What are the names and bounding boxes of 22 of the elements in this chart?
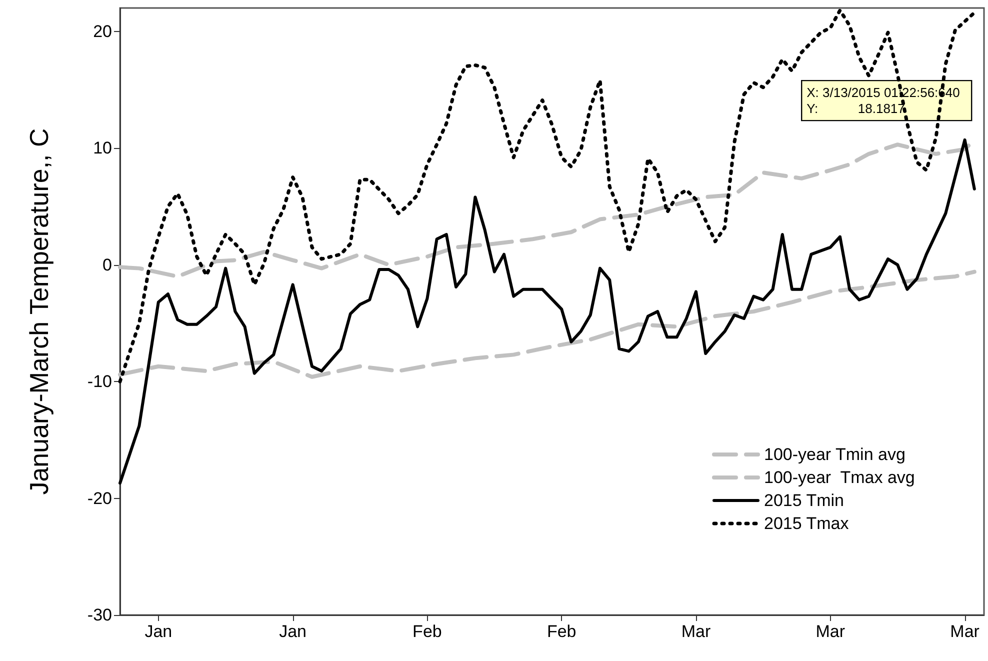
y-axis-title: January-March Temperature,, C [24, 128, 54, 495]
line-series [118, 8, 976, 384]
x-tick-label: Mar [681, 622, 711, 641]
y-tick-label: 10 [93, 138, 112, 158]
x-tick-label: Feb [546, 622, 576, 641]
x-tick-label: Mar [816, 622, 846, 641]
annotation: X: 3/13/2015 01:22:56:640 Y: 18.1817 [806, 85, 960, 116]
line-series [118, 138, 976, 485]
x-tick-label: Jan [279, 622, 307, 641]
legend-label: 2015 Tmin [764, 491, 844, 510]
y-tick-label: -10 [87, 372, 112, 392]
legend-label: 100-year Tmin avg [764, 445, 906, 464]
y-tick-label: 0 [102, 255, 112, 274]
legend-label: 100-year Tmax avg [764, 468, 915, 487]
y-tick-label: -30 [87, 606, 112, 624]
x-tick-label: Jan [144, 622, 172, 641]
y-tick-label: 20 [93, 22, 112, 41]
y-tick-label: -20 [87, 488, 112, 508]
legend-label: 2015 Tmax [764, 514, 850, 533]
x-tick-label: Mar [950, 622, 980, 641]
x-tick-label: Feb [412, 622, 442, 641]
line-series [118, 270, 976, 379]
